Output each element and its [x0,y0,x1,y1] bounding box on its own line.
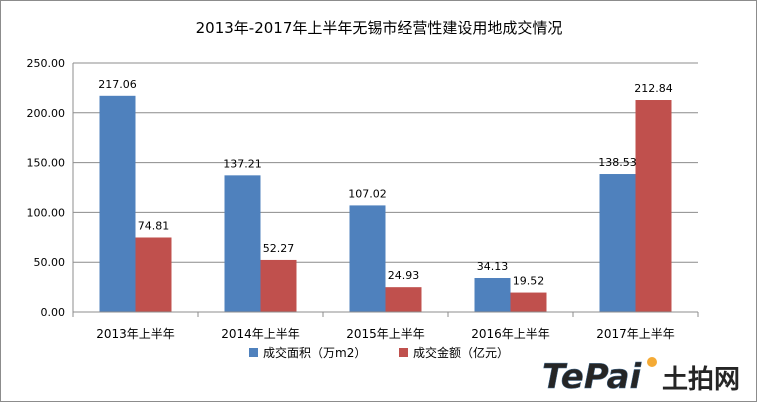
bar-area [99,95,136,312]
y-tick-label: 150.00 [27,157,66,170]
y-tick-label: 200.00 [27,107,66,120]
data-label: 34.13 [477,260,509,273]
y-tick-label: 50.00 [34,256,66,269]
x-tick-label: 2016年上半年 [471,327,550,341]
legend-swatch [249,348,258,357]
legend-label: 成交金额（亿元） [413,345,509,360]
logo-latin: TePai [542,357,643,396]
x-tick-label: 2013年上半年 [96,327,175,341]
data-label: 137.21 [223,157,262,170]
bar-amount [510,292,547,312]
bar-amount [260,259,297,312]
bar-area [349,205,386,312]
legend: 成交面积（万m2） 成交金额（亿元） [249,345,509,360]
x-tick-label: 2015年上半年 [346,327,425,341]
tepai-logo: TePai 土拍网 [542,357,740,396]
data-label: 107.02 [348,187,387,200]
bar-area [474,278,511,312]
data-label: 52.27 [263,242,295,255]
y-tick-label: 250.00 [27,57,66,70]
data-label: 138.53 [598,156,637,169]
bar-amount [385,287,422,312]
data-label: 74.81 [138,219,170,232]
y-tick-label: 0.00 [41,306,66,319]
logo-dot-icon [647,357,657,367]
bar-area [599,174,636,312]
x-tick-label: 2014年上半年 [221,327,300,341]
legend-swatch [399,348,408,357]
data-label: 217.06 [98,78,137,91]
bar-area [224,175,261,312]
data-label: 212.84 [634,82,673,95]
legend-label: 成交面积（万m2） [263,345,366,360]
x-tick-label: 2017年上半年 [596,327,675,341]
chart-title: 2013年-2017年上半年无锡市经营性建设用地成交情况 [196,19,563,37]
data-label: 19.52 [513,275,545,288]
data-label: 24.93 [388,269,420,282]
bar-amount [135,237,172,312]
y-tick-label: 100.00 [27,206,66,219]
logo-chinese: 土拍网 [662,365,740,395]
bar-amount [635,100,672,313]
